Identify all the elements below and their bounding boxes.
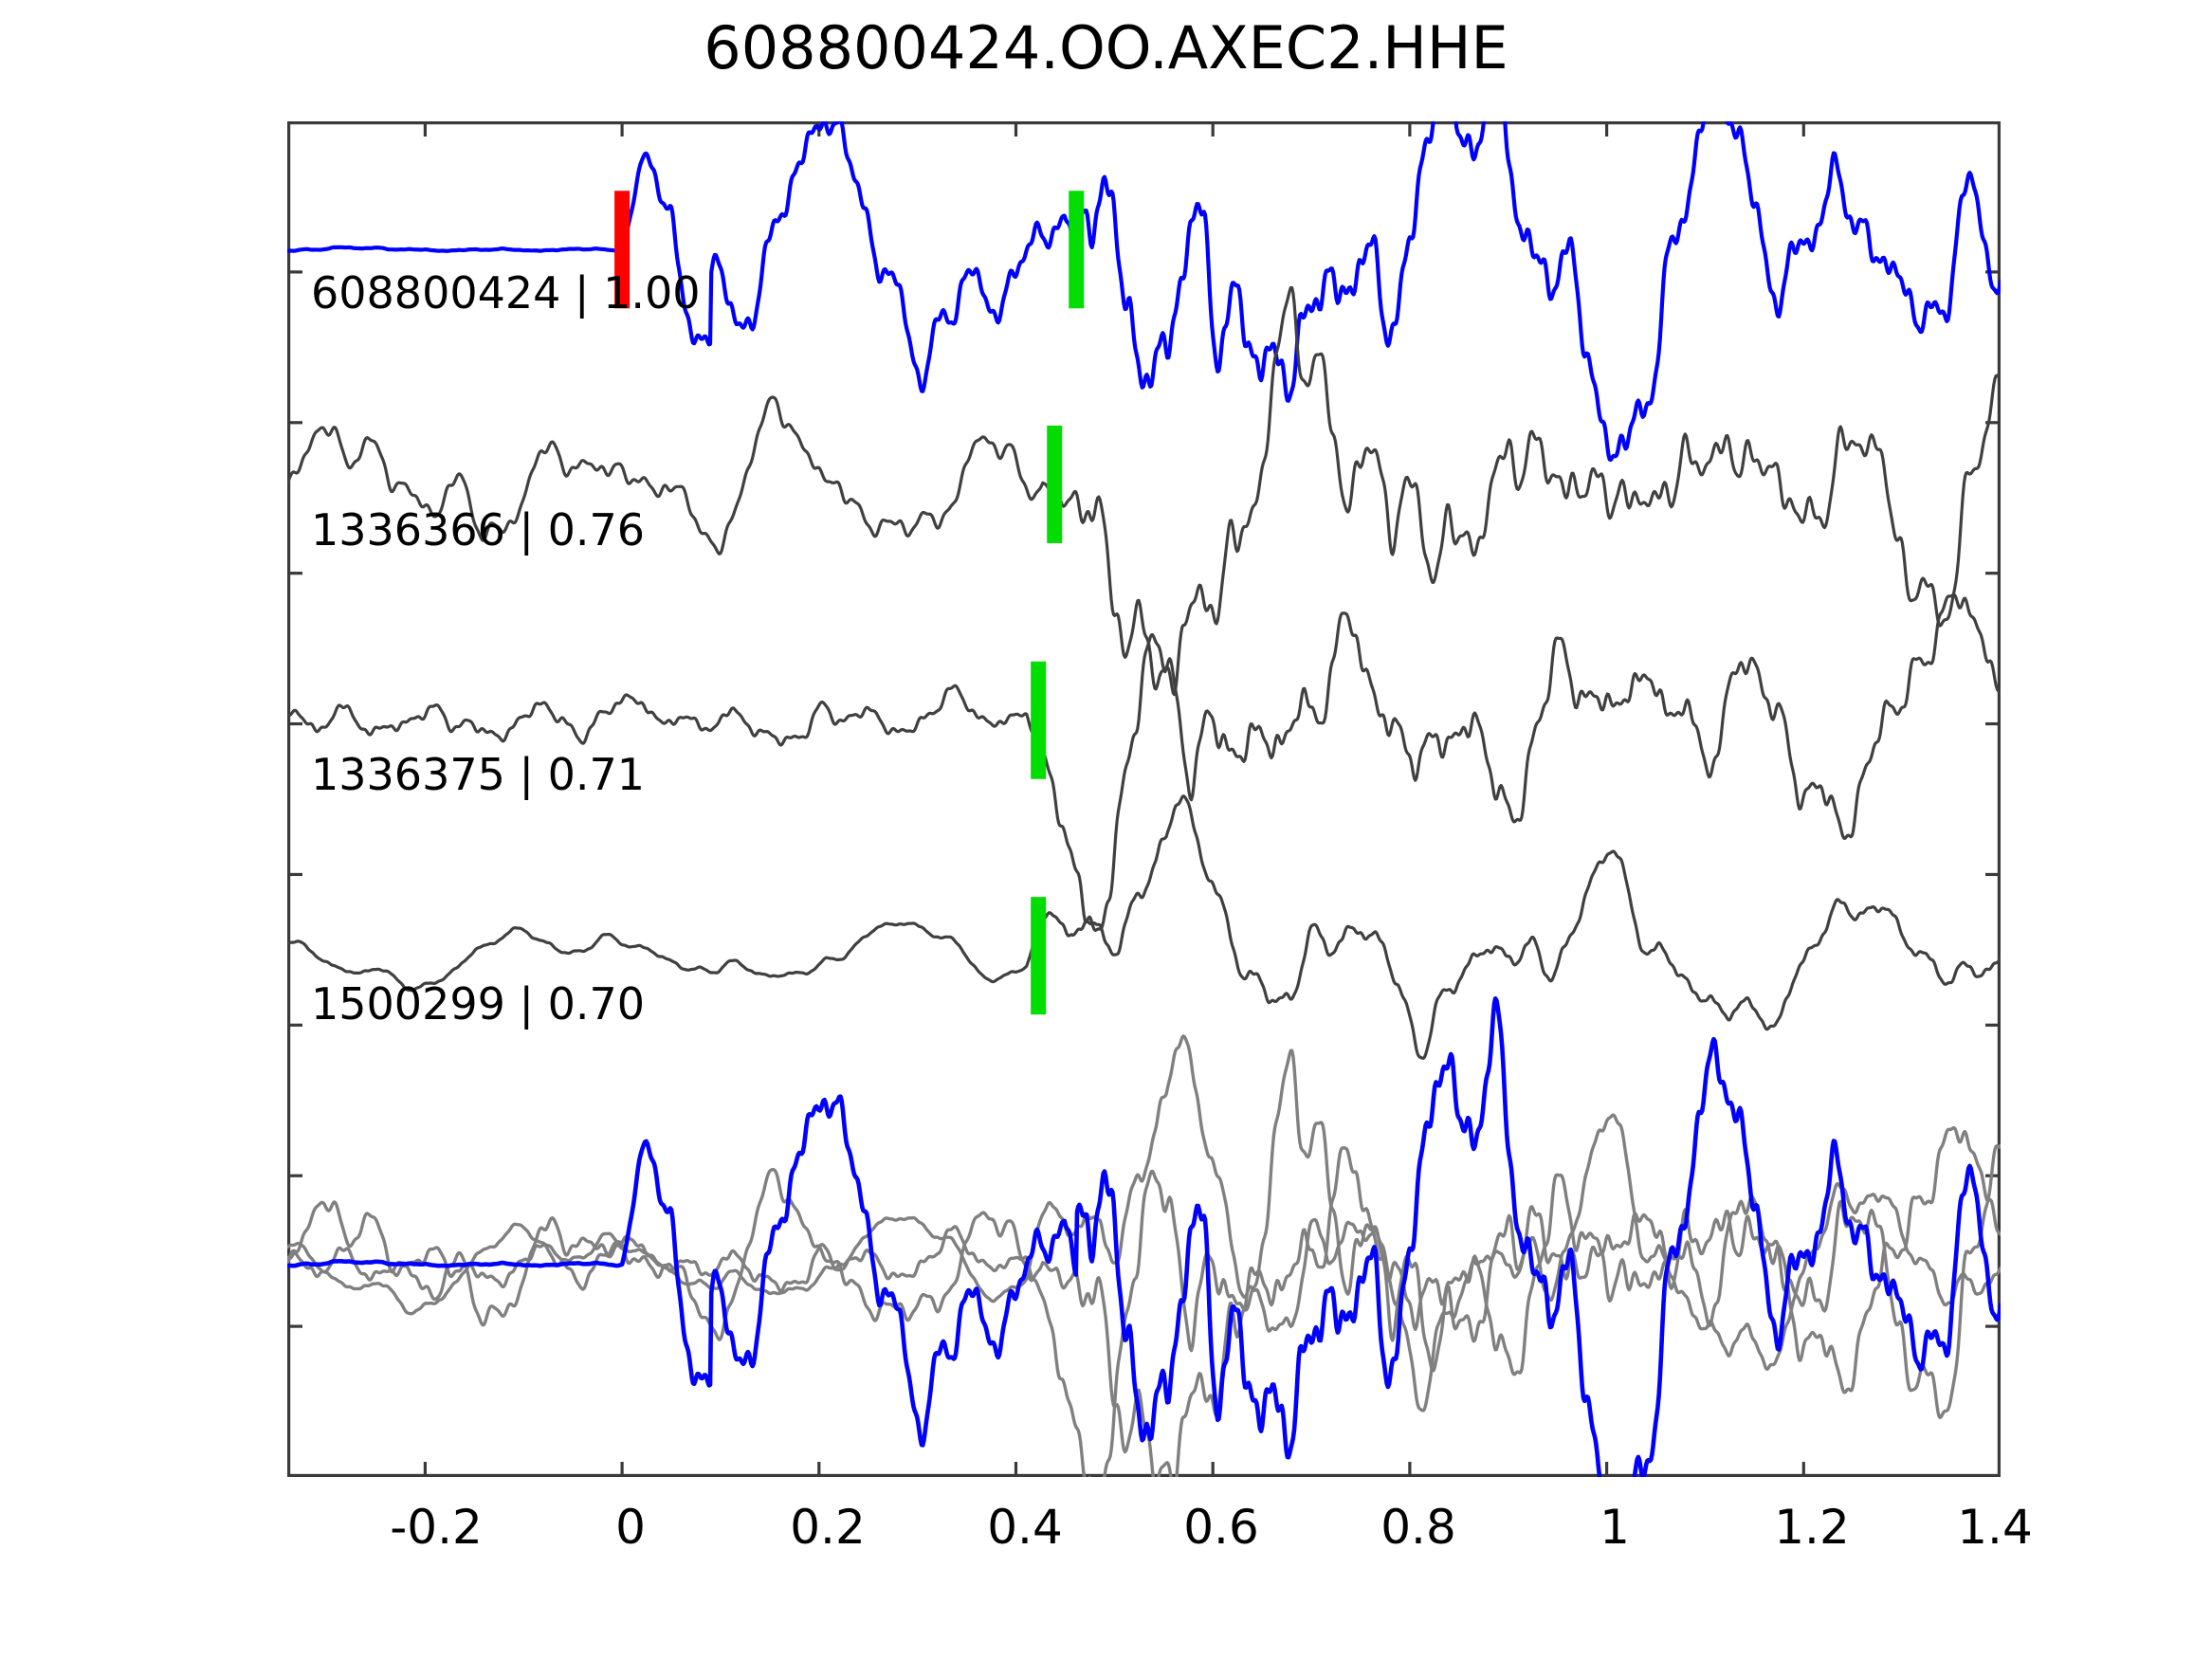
- plot-axes: [287, 121, 2001, 1477]
- waveform-trace-608800424: [287, 121, 2001, 463]
- waveform-plot-svg: [287, 121, 2001, 1477]
- xtick-label-4: 0.6: [1183, 1500, 1259, 1555]
- xtick-label-6: 1: [1600, 1500, 1630, 1555]
- overlay-traces: [287, 995, 2001, 1477]
- xtick-label-2: 0.2: [790, 1500, 866, 1555]
- waveform-trace-1336366: [287, 285, 2001, 697]
- phase-pick-markers: [614, 191, 1085, 1015]
- pick-marker-p-608800424: [614, 191, 631, 309]
- overlay-trace-1500299: [287, 1034, 2001, 1413]
- pick-marker-s-1500299: [1031, 897, 1047, 1015]
- waveform-trace-1336375: [287, 592, 2001, 933]
- pick-marker-s-1336375: [1031, 661, 1047, 779]
- xtick-label-5: 0.8: [1380, 1500, 1456, 1555]
- trace-label-2: 1336375 | 0.71: [311, 749, 646, 800]
- overlay-trace-608800424: [287, 995, 2001, 1477]
- xtick-label-0: -0.2: [390, 1500, 483, 1555]
- overlay-trace-1336366: [287, 1048, 2001, 1477]
- xtick-label-8: 1.4: [1957, 1500, 2033, 1555]
- page-title: 608800424.OO.AXEC2.HHE: [704, 13, 1508, 82]
- trace-label-1: 1336366 | 0.76: [311, 504, 646, 556]
- axes-frame: [287, 121, 2001, 1477]
- pick-marker-s-1336366: [1047, 425, 1063, 543]
- axis-ticks: [287, 121, 2001, 1477]
- waveform-trace-1500299: [287, 794, 2001, 1060]
- xtick-label-3: 0.4: [987, 1500, 1063, 1555]
- trace-label-0: 608800424 | 1.00: [311, 267, 701, 319]
- trace-label-3: 1500299 | 0.70: [311, 978, 646, 1030]
- xtick-label-1: 0: [615, 1500, 646, 1555]
- overlay-trace-1336375: [287, 1125, 2001, 1477]
- pick-marker-s-608800424: [1069, 191, 1085, 309]
- waveform-traces: [287, 121, 2001, 1060]
- xtick-label-7: 1.2: [1774, 1500, 1850, 1555]
